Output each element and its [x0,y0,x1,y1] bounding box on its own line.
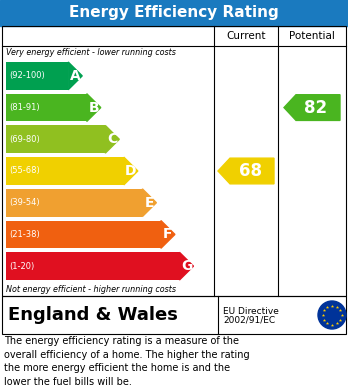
Text: C: C [107,132,117,146]
Bar [6,126,105,153]
Circle shape [318,301,346,329]
Text: E: E [145,196,154,210]
Text: (92-100): (92-100) [9,71,45,81]
Bar [2,26,346,296]
Polygon shape [124,157,138,185]
Bar [6,157,124,185]
Text: England & Wales: England & Wales [8,306,178,324]
Polygon shape [105,126,119,153]
Text: 2002/91/EC: 2002/91/EC [223,316,275,325]
Polygon shape [218,158,274,184]
Text: EU Directive: EU Directive [223,307,279,316]
Text: (81-91): (81-91) [9,103,40,112]
Text: D: D [125,164,136,178]
Polygon shape [161,221,175,248]
Text: (39-54): (39-54) [9,198,40,207]
Text: 82: 82 [304,99,327,117]
Text: Very energy efficient - lower running costs: Very energy efficient - lower running co… [6,48,176,57]
Text: Potential: Potential [289,31,335,41]
Bar [6,62,68,90]
Text: (1-20): (1-20) [9,262,34,271]
Polygon shape [142,189,156,217]
Text: B: B [88,100,99,115]
Text: (69-80): (69-80) [9,135,40,144]
Bar [6,94,87,122]
Text: 68: 68 [238,162,261,180]
Text: Not energy efficient - higher running costs: Not energy efficient - higher running co… [6,285,176,294]
Bar [2,296,346,334]
Text: A: A [70,69,81,83]
Bar [6,221,161,248]
Text: (21-38): (21-38) [9,230,40,239]
Text: (55-68): (55-68) [9,167,40,176]
Text: G: G [181,259,192,273]
Polygon shape [68,62,82,90]
Bar [6,252,180,280]
Text: The energy efficiency rating is a measure of the
overall efficiency of a home. T: The energy efficiency rating is a measur… [4,336,250,387]
Text: F: F [163,228,173,241]
Text: Energy Efficiency Rating: Energy Efficiency Rating [69,5,279,20]
Bar [6,189,142,217]
Bar [0,0,348,26]
Polygon shape [284,95,340,120]
Polygon shape [180,252,193,280]
Text: Current: Current [226,31,266,41]
Polygon shape [87,94,101,122]
